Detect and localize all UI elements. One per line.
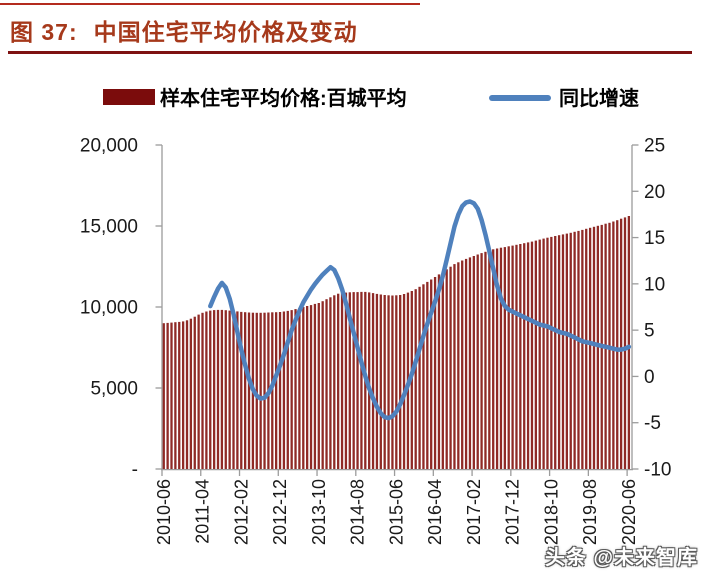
svg-text:20,000: 20,000	[80, 136, 138, 157]
svg-text:2017-02: 2017-02	[464, 479, 484, 545]
top-rule	[0, 3, 420, 5]
yoy-line	[208, 199, 632, 421]
figure-number: 图 37:	[10, 19, 78, 45]
svg-text:5: 5	[644, 321, 655, 342]
svg-text:10,000: 10,000	[80, 298, 138, 319]
figure-title-text: 中国住宅平均价格及变动	[93, 19, 358, 45]
svg-text:20: 20	[644, 182, 665, 203]
svg-text:2015-06: 2015-06	[386, 479, 406, 545]
svg-text:15: 15	[644, 228, 665, 249]
axes	[155, 144, 639, 476]
svg-text:2013-10: 2013-10	[309, 479, 329, 545]
svg-text:2019-08: 2019-08	[580, 479, 600, 545]
svg-text:2020-06: 2020-06	[619, 479, 639, 545]
svg-text:2012-02: 2012-02	[231, 479, 251, 545]
svg-text:2014-08: 2014-08	[348, 479, 368, 545]
svg-text:0: 0	[644, 367, 655, 388]
svg-text:2012-12: 2012-12	[270, 479, 290, 545]
line-series-swatch	[489, 95, 551, 101]
axis-labels: 20,00015,00010,0005,000-2520151050-5-102…	[80, 136, 672, 546]
bar-series-swatch	[103, 89, 155, 105]
svg-text:2011-04: 2011-04	[193, 479, 213, 544]
svg-text:2010-06: 2010-06	[154, 479, 174, 545]
title-underline	[8, 51, 692, 54]
line-series-label: 同比增速	[559, 88, 639, 110]
figure-title: 图 37: 中国住宅平均价格及变动	[10, 13, 358, 47]
svg-text:-5: -5	[644, 413, 661, 434]
bar-series-label: 样本住宅平均价格:百城平均	[160, 88, 407, 110]
watermark: 头条 @未来智库	[545, 547, 699, 569]
svg-text:5,000: 5,000	[90, 379, 138, 400]
svg-text:2016-04: 2016-04	[425, 479, 445, 545]
svg-text:2017-12: 2017-12	[503, 479, 523, 545]
price-bars	[162, 216, 631, 470]
svg-text:15,000: 15,000	[80, 217, 138, 238]
svg-text:-: -	[132, 460, 138, 481]
svg-text:2018-10: 2018-10	[541, 479, 561, 545]
svg-text:25: 25	[644, 136, 665, 157]
svg-text:-10: -10	[644, 460, 671, 481]
svg-text:10: 10	[644, 274, 665, 295]
